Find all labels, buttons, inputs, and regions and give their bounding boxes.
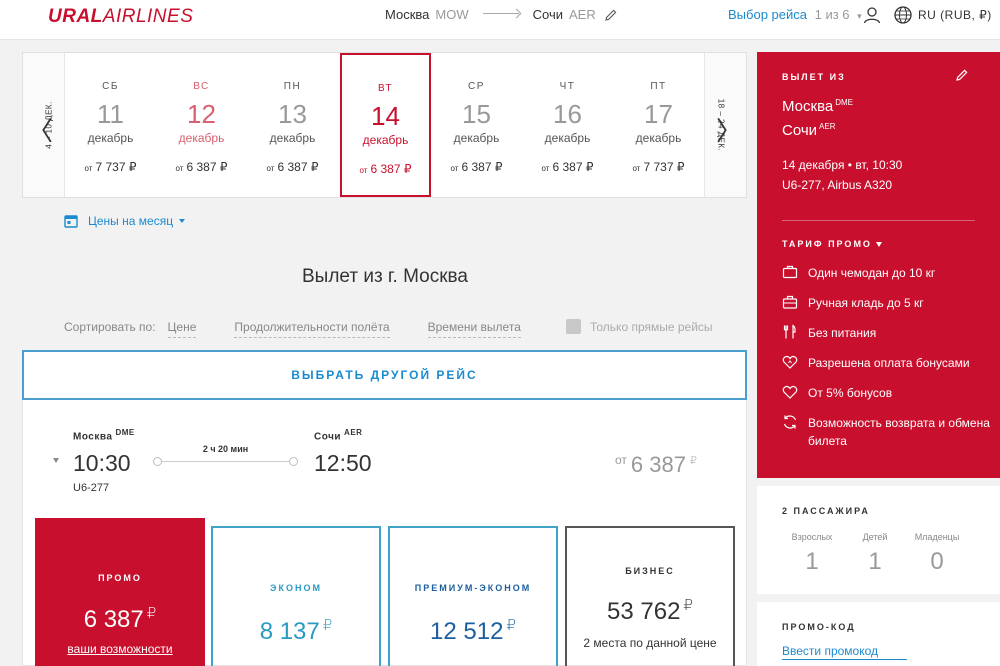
date-price: от 6 387 ₽: [359, 162, 412, 176]
fare-economy-price: 8 137 ₽: [259, 617, 333, 645]
infants-count[interactable]: Младенцы 0: [914, 532, 960, 575]
refresh-icon: [783, 415, 797, 429]
date-cell-15[interactable]: СР 15 декабрь от 6 387 ₽: [431, 53, 522, 197]
date-price: от 7 737 ₽: [84, 160, 137, 174]
depart-section-title: ВЫЛЕТ ИЗ: [782, 72, 846, 82]
route-to-code: AER: [568, 7, 596, 22]
feature-bonus-percent: От 5% бонусов: [782, 384, 992, 402]
fare-business-price: 53 762 ₽: [607, 597, 693, 625]
promo-features-link[interactable]: ваши возможности: [67, 642, 173, 656]
choice-caret-icon: ▾: [857, 11, 862, 21]
heart-bonus-icon: [782, 355, 798, 369]
departure-time: 10:30: [73, 450, 131, 476]
fare-promo-price: 6 387 ₽: [83, 605, 157, 633]
children-count[interactable]: Детей 1: [862, 532, 888, 575]
date-cell-17[interactable]: ПТ 17 декабрь от 7 737 ₽: [613, 53, 704, 197]
globe-icon[interactable]: [893, 5, 913, 25]
divider: [782, 220, 975, 221]
chevron-left-icon: 〈: [27, 117, 54, 147]
feature-hand-luggage: Ручная кладь до 5 кг: [782, 294, 992, 312]
promo-code-panel: ПРОМО-КОД Ввести промокод: [757, 602, 1000, 666]
date-price: от 6 387 ₽: [450, 160, 503, 174]
passengers-title: 2 ПАССАЖИРА: [782, 506, 870, 516]
flight-card: Москва DME 10:30 U6-277 2 ч 20 мин Сочи AE…: [22, 400, 747, 666]
sort-by-departure[interactable]: Времени вылета: [427, 320, 521, 338]
language-currency-selector[interactable]: RU (RUB, ₽): [918, 8, 992, 22]
business-seats-note: 2 места по данной цене: [583, 636, 717, 650]
route-end-dot: [289, 457, 298, 466]
departure-city: Москва DME: [73, 428, 135, 443]
summary-flight: U6-277, Airbus A320: [782, 178, 893, 192]
arrival-time: 12:50: [314, 450, 372, 476]
date-price: от 6 387 ₽: [266, 160, 319, 174]
route-arrow-icon: [482, 13, 519, 14]
fare-promo-card[interactable]: ПРОМО 6 387 ₽ ваши возможности: [35, 518, 205, 666]
route-from-city: Москва: [385, 7, 430, 22]
edit-pencil-icon[interactable]: [955, 68, 969, 82]
summary-to-city: Сочи AER: [782, 122, 836, 139]
fare-premium-economy-card[interactable]: ПРЕМИУМ-ЭКОНОМ 12 512 ₽: [388, 526, 558, 666]
sort-label: Сортировать по:: [64, 320, 156, 334]
month-prices-toggle[interactable]: Цены на месяц: [64, 214, 186, 228]
feature-refund-exchange: Возможность возврата и обмена билета: [782, 414, 992, 450]
sort-by-price[interactable]: Цене: [167, 320, 197, 338]
route-to-city: Сочи: [532, 7, 563, 22]
expand-caret-icon[interactable]: [53, 458, 59, 463]
user-icon[interactable]: [862, 5, 882, 25]
summary-from-city: Москва DME: [782, 98, 853, 115]
date-selector: 〈 4 – 10 ДЕК. СБ 11 декабрь от 7 737 ₽ ВС…: [22, 52, 747, 198]
direct-only-filter[interactable]: Только прямые рейсы: [566, 319, 713, 334]
flight-duration: 2 ч 20 мин: [202, 444, 249, 454]
suitcase-icon: [782, 265, 798, 279]
prev-week-button[interactable]: 〈 4 – 10 ДЕК.: [23, 53, 65, 197]
promo-code-title: ПРОМО-КОД: [782, 622, 856, 632]
tariff-dropdown[interactable]: ТАРИФ ПРОМО: [782, 239, 882, 249]
fork-knife-icon: [783, 324, 796, 339]
page-title: Вылет из г. Москва: [302, 266, 468, 287]
top-bar: URALAIRLINES Москва MOW Сочи AER Выбор р…: [0, 0, 1000, 40]
next-week-range: 18 – 24 ДЕК.: [716, 98, 726, 152]
calendar-icon: [64, 215, 78, 228]
route-from-code: MOW: [435, 7, 469, 22]
feature-bonus-payment: Разрешена оплата бонусами: [782, 354, 992, 372]
date-price: от 7 737 ₽: [632, 160, 685, 174]
prev-week-range: 4 – 10 ДЕК.: [44, 101, 54, 149]
passengers-panel[interactable]: 2 ПАССАЖИРА Взрослых 1 Детей 1 Младенцы …: [757, 486, 1000, 594]
booking-summary-panel: ВЫЛЕТ ИЗ Москва DME Сочи AER 14 декабря • …: [757, 52, 1000, 478]
ural-airlines-logo[interactable]: URALAIRLINES: [48, 6, 194, 27]
date-cell-14-selected[interactable]: ВТ 14 декабрь от 6 387 ₽: [340, 53, 431, 197]
edit-route-pencil-icon[interactable]: [604, 8, 618, 22]
adults-count[interactable]: Взрослых 1: [791, 532, 833, 575]
route-summary[interactable]: Москва MOW Сочи AER: [385, 7, 618, 22]
enter-promo-code-link[interactable]: Ввести промокод: [782, 644, 907, 660]
next-week-button[interactable]: 〉 18 – 24 ДЕК.: [704, 53, 746, 197]
feature-baggage: Один чемодан до 10 кг: [782, 264, 992, 282]
direct-only-checkbox[interactable]: [566, 319, 581, 334]
sort-by-duration[interactable]: Продолжительности полёта: [234, 320, 390, 338]
summary-date: 14 декабря • вт, 10:30: [782, 158, 903, 172]
fare-premium-price: 12 512 ₽: [430, 617, 516, 645]
hand-luggage-icon: [782, 295, 798, 309]
flight-min-price: от 6 387 ₽: [615, 452, 697, 477]
date-cell-12[interactable]: ВС 12 декабрь от 6 387 ₽: [156, 53, 247, 197]
date-price: от 6 387 ₽: [175, 160, 228, 174]
route-start-dot: [153, 457, 162, 466]
date-cell-13[interactable]: ПН 13 декабрь от 6 387 ₽: [247, 53, 338, 197]
date-cell-11[interactable]: СБ 11 декабрь от 7 737 ₽: [65, 53, 156, 197]
arrival-city: Сочи AER: [314, 428, 363, 443]
flight-number: U6-277: [73, 482, 110, 494]
fare-economy-card[interactable]: ЭКОНОМ 8 137 ₽: [211, 526, 381, 666]
date-price: от 6 387 ₽: [541, 160, 594, 174]
caret-down-icon: [179, 219, 186, 223]
caret-down-icon: [875, 241, 882, 247]
flight-choice-step[interactable]: Выбор рейса 1 из 6 ▾: [728, 7, 862, 22]
sort-bar: Сортировать по: Цене Продолжительности п…: [64, 320, 521, 338]
heart-icon: [782, 385, 798, 399]
feature-no-meal: Без питания: [782, 324, 992, 342]
chevron-right-icon: 〉: [715, 117, 742, 147]
date-cell-16[interactable]: ЧТ 16 декабрь от 6 387 ₽: [522, 53, 613, 197]
choose-other-flight-button[interactable]: ВЫБРАТЬ ДРУГОЙ РЕЙС: [22, 350, 747, 400]
flight-route-line: [153, 457, 298, 466]
fare-business-card[interactable]: БИЗНЕС 53 762 ₽ 2 места по данной цене: [565, 526, 735, 666]
